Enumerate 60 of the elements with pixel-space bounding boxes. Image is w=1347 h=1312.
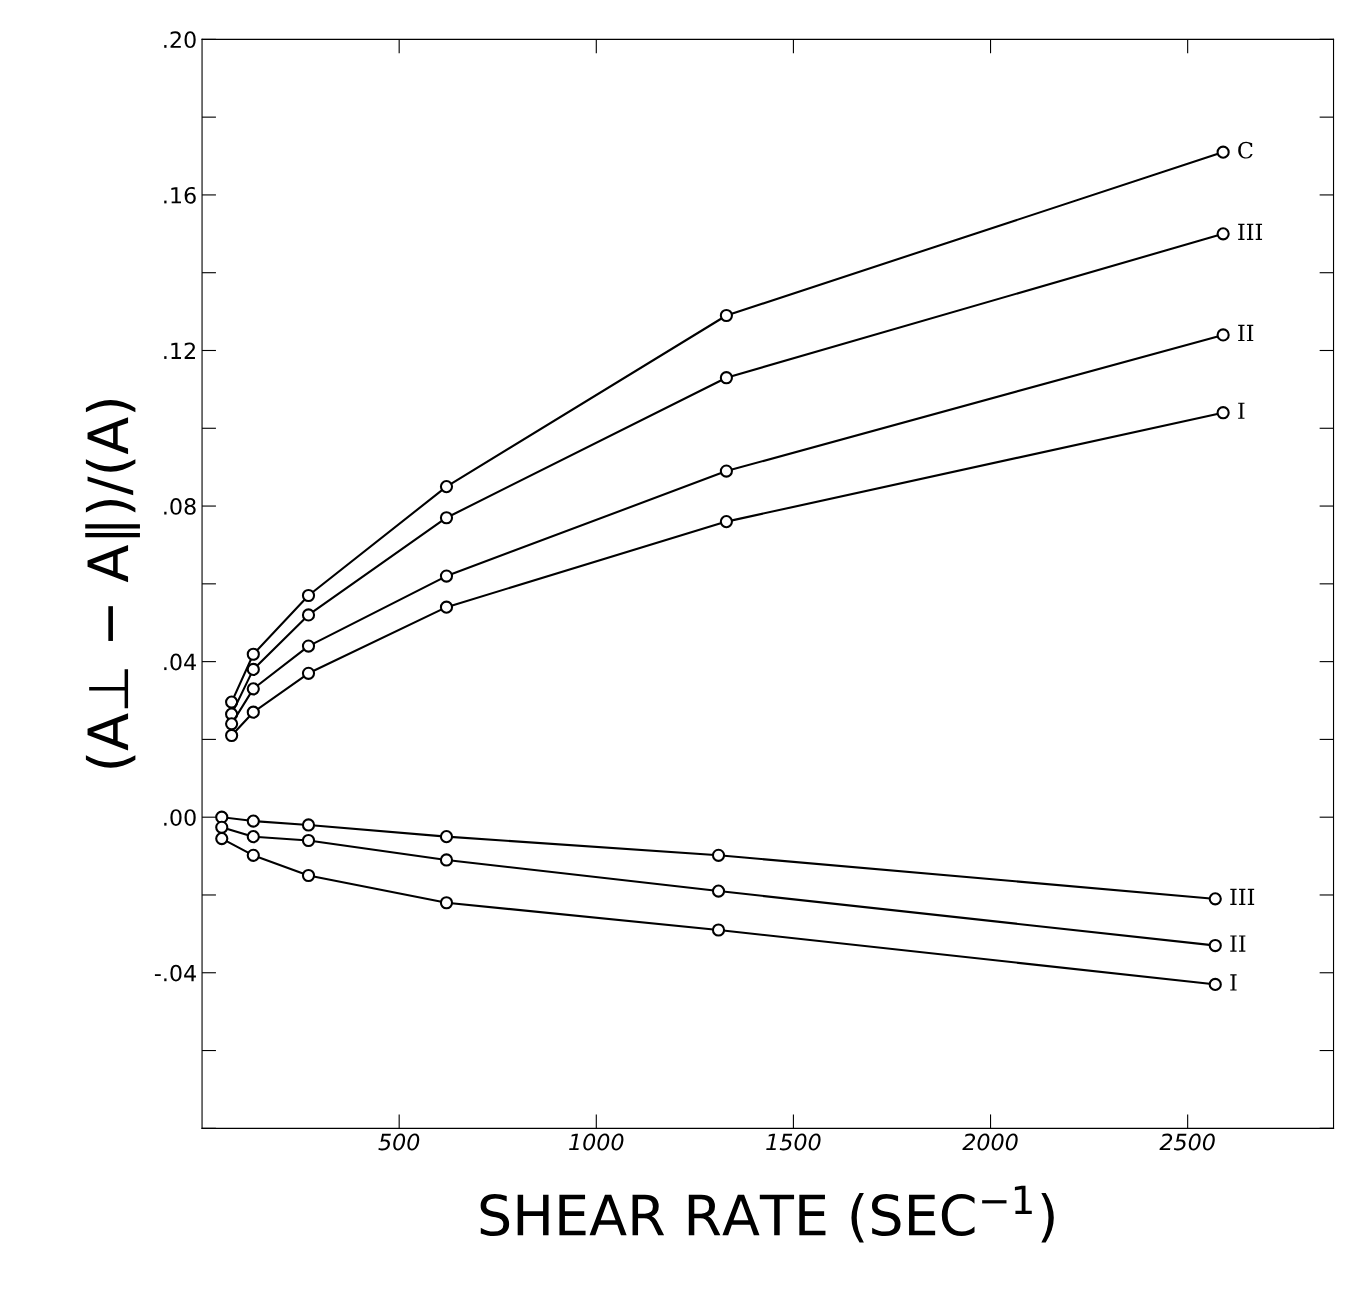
point bbox=[1216, 227, 1230, 241]
x-tick-label: 1000 bbox=[569, 1133, 624, 1151]
point bbox=[301, 588, 316, 603]
x-tick-label: 1500 bbox=[766, 1133, 821, 1151]
y-tick-label: .04 bbox=[164, 653, 196, 671]
x-tick-label: 2000 bbox=[962, 1133, 1018, 1151]
point bbox=[225, 717, 239, 731]
point bbox=[711, 848, 726, 862]
point bbox=[1216, 145, 1230, 159]
series-label: I bbox=[1230, 974, 1237, 991]
x-tick-label: 500 bbox=[378, 1133, 420, 1151]
series-label: C bbox=[1238, 141, 1253, 159]
point bbox=[301, 666, 316, 680]
point bbox=[246, 848, 260, 862]
series-label: II bbox=[1238, 324, 1254, 342]
point bbox=[719, 371, 733, 385]
point bbox=[215, 820, 229, 834]
point bbox=[711, 884, 726, 898]
point bbox=[719, 464, 733, 478]
point bbox=[1208, 892, 1222, 906]
y-axis-title: (A⊥ − A∥)/(A) bbox=[85, 399, 140, 768]
point bbox=[246, 682, 260, 696]
point bbox=[439, 600, 454, 614]
point bbox=[1216, 406, 1230, 420]
y-tick-label: .12 bbox=[164, 342, 195, 359]
point bbox=[711, 923, 726, 937]
point bbox=[439, 853, 454, 867]
y-tick-label: .20 bbox=[164, 31, 196, 49]
point bbox=[301, 639, 316, 653]
point bbox=[246, 705, 260, 719]
point bbox=[301, 833, 316, 848]
point bbox=[246, 662, 260, 676]
point bbox=[1208, 977, 1222, 992]
point bbox=[246, 830, 260, 844]
point bbox=[439, 569, 454, 583]
series-label: III bbox=[1230, 888, 1255, 905]
x-axis-title: SHEAR RATE (SEC$^{−1}$) bbox=[480, 1185, 1054, 1243]
point bbox=[301, 608, 316, 622]
point bbox=[246, 814, 260, 828]
y-tick-label: .08 bbox=[164, 498, 196, 515]
point bbox=[719, 515, 733, 529]
x-tick-label: 2500 bbox=[1159, 1133, 1215, 1151]
point bbox=[301, 868, 316, 883]
point bbox=[225, 728, 239, 743]
y-tick-label: -.04 bbox=[154, 964, 196, 982]
point bbox=[439, 896, 454, 910]
y-tick-label: .16 bbox=[164, 186, 196, 204]
point bbox=[1216, 328, 1230, 342]
series-label: II bbox=[1230, 935, 1246, 952]
series-label: III bbox=[1238, 223, 1263, 240]
point bbox=[439, 480, 454, 494]
y-tick-label: .00 bbox=[164, 809, 196, 826]
point bbox=[719, 308, 733, 323]
point bbox=[1208, 938, 1222, 953]
series-label: I bbox=[1238, 402, 1245, 419]
point bbox=[301, 818, 316, 832]
point bbox=[246, 647, 260, 661]
point bbox=[215, 831, 229, 846]
point bbox=[439, 830, 454, 844]
point bbox=[439, 511, 454, 525]
